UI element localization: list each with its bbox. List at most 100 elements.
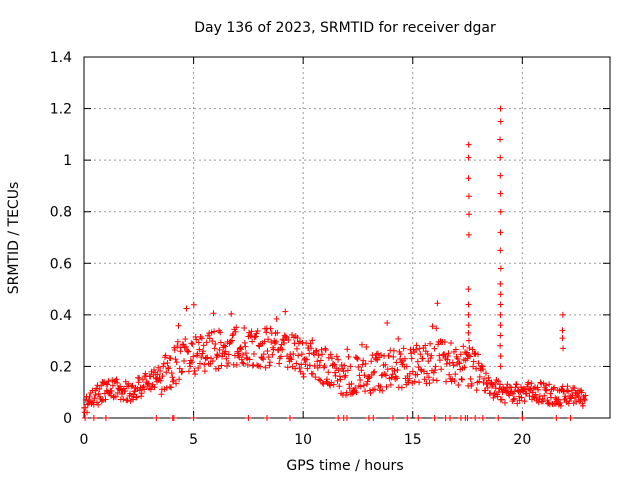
data-point (390, 347, 397, 354)
data-point (393, 375, 400, 382)
data-point (406, 375, 413, 382)
data-point (476, 373, 483, 380)
data-point (417, 366, 424, 373)
data-point (344, 415, 350, 421)
data-point (130, 391, 137, 398)
data-point (190, 301, 197, 308)
data-point (316, 376, 323, 383)
data-point (371, 386, 378, 393)
data-point (421, 376, 428, 383)
data-point (198, 354, 205, 361)
data-point (465, 154, 472, 161)
data-point (466, 345, 473, 352)
data-point (113, 376, 120, 383)
data-point (133, 394, 140, 401)
data-point (500, 384, 507, 391)
data-point (176, 376, 183, 383)
data-point (497, 311, 504, 318)
data-point (239, 359, 246, 366)
data-point (264, 415, 271, 421)
data-point (345, 353, 352, 360)
data-point (155, 364, 162, 371)
data-point (416, 345, 423, 352)
data-point (214, 351, 221, 358)
data-point (153, 415, 160, 421)
data-point (235, 350, 242, 357)
data-point (95, 390, 102, 397)
data-point (469, 346, 476, 353)
data-point (456, 360, 463, 367)
data-point (129, 382, 136, 389)
data-point (210, 310, 217, 317)
data-point (573, 398, 580, 405)
data-point (306, 362, 313, 369)
data-point (409, 368, 416, 375)
data-point (196, 360, 203, 367)
data-point (145, 380, 152, 387)
data-point (434, 300, 441, 307)
data-point (553, 415, 560, 421)
data-point (378, 352, 385, 359)
data-point (247, 332, 254, 339)
data-point (541, 392, 548, 399)
y-tick-label: 1.2 (50, 102, 72, 118)
data-point (150, 366, 157, 373)
data-point (303, 340, 310, 347)
data-point (358, 341, 365, 348)
data-point (189, 341, 196, 348)
data-point (102, 415, 109, 421)
data-point (319, 351, 326, 358)
data-point (481, 375, 488, 382)
data-point (314, 358, 321, 365)
data-point (430, 369, 437, 376)
data-point (341, 374, 348, 381)
data-point (138, 393, 145, 400)
data-point (344, 367, 351, 374)
data-point (497, 363, 504, 370)
data-point (108, 388, 115, 395)
data-point (169, 374, 176, 381)
data-point (521, 398, 528, 405)
data-point (209, 338, 216, 345)
data-point (466, 353, 473, 360)
data-point (294, 334, 301, 341)
data-point (497, 381, 504, 388)
data-point (358, 367, 365, 374)
data-point (173, 380, 180, 387)
data-point (223, 355, 230, 362)
data-point (433, 377, 440, 384)
data-point (312, 374, 319, 381)
data-point (243, 350, 250, 357)
data-point (303, 356, 310, 363)
data-point (492, 380, 499, 387)
data-point (390, 353, 397, 360)
data-point (287, 415, 294, 421)
data-point (181, 358, 188, 365)
data-point (343, 392, 350, 399)
data-point (233, 361, 240, 368)
data-point (546, 381, 553, 388)
data-point (447, 339, 454, 346)
data-point (451, 378, 458, 385)
data-point (287, 355, 294, 362)
data-point (478, 362, 485, 369)
data-point (532, 391, 539, 398)
data-point (474, 351, 481, 358)
data-point (460, 343, 467, 350)
data-point (332, 372, 339, 379)
y-tick-label: 0.4 (50, 308, 72, 324)
data-point (465, 301, 472, 308)
data-point (455, 359, 462, 366)
data-point (429, 323, 436, 330)
data-point (331, 369, 338, 376)
data-point (185, 368, 192, 375)
data-point (273, 338, 280, 345)
data-point (348, 380, 355, 387)
data-point (178, 369, 185, 376)
data-point (302, 361, 309, 368)
axis-ticks: 0 0.2 0.4 0.6 0.8 1 1.2 1.4 0 5 10 15 20 (50, 50, 610, 448)
data-point (304, 365, 311, 372)
data-point (307, 340, 314, 347)
data-point (441, 351, 448, 358)
data-point (433, 325, 440, 332)
